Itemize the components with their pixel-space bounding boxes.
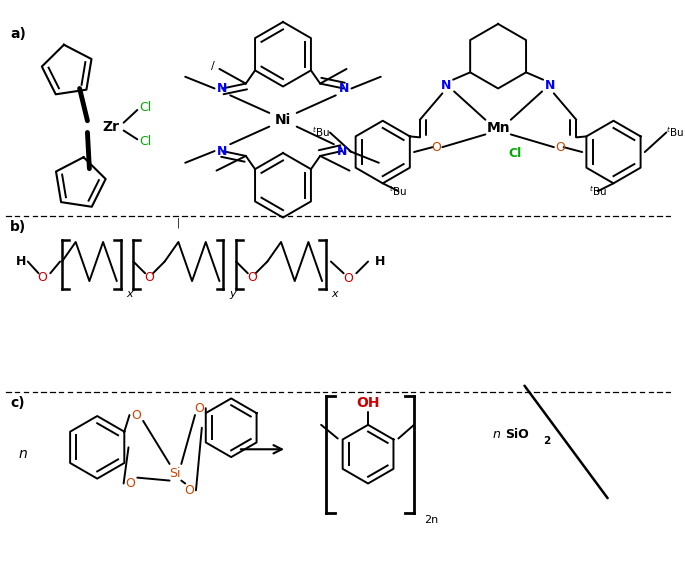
Text: $^{t}$Bu: $^{t}$Bu (312, 126, 330, 139)
Text: N: N (338, 82, 349, 95)
Text: $^{t}$Bu: $^{t}$Bu (589, 184, 607, 198)
Text: x: x (332, 289, 338, 299)
Text: Cl: Cl (139, 100, 151, 114)
Text: Si: Si (169, 467, 180, 480)
Text: c): c) (10, 396, 25, 411)
Text: H: H (375, 255, 385, 268)
Text: |: | (177, 217, 180, 228)
Text: 2n: 2n (424, 514, 438, 525)
Text: N: N (217, 82, 227, 95)
Text: O: O (38, 271, 47, 284)
Text: O: O (184, 484, 194, 497)
Text: N: N (545, 79, 555, 92)
Text: O: O (194, 402, 204, 415)
Text: O: O (144, 271, 154, 284)
Text: /: / (211, 61, 214, 71)
Text: x: x (126, 289, 133, 299)
Text: Cl: Cl (508, 147, 521, 160)
Text: n: n (18, 447, 27, 461)
Text: O: O (247, 271, 257, 284)
Text: Cl: Cl (139, 135, 151, 148)
Text: a): a) (10, 27, 26, 41)
Text: n: n (493, 428, 505, 441)
Text: O: O (132, 409, 141, 421)
Text: OH: OH (356, 396, 379, 411)
Text: N: N (441, 79, 451, 92)
Text: Zr: Zr (102, 119, 119, 134)
Text: H: H (16, 255, 26, 268)
Text: SiO: SiO (505, 428, 529, 441)
Text: O: O (432, 140, 441, 154)
Text: $^{t}$Bu: $^{t}$Bu (389, 184, 408, 198)
Text: b): b) (10, 220, 27, 235)
Text: O: O (344, 272, 353, 285)
Text: Ni: Ni (275, 112, 291, 127)
Text: 2: 2 (543, 436, 550, 447)
Text: O: O (125, 477, 136, 490)
Text: y: y (229, 289, 236, 299)
Text: O: O (555, 140, 564, 154)
Text: $^{t}$Bu: $^{t}$Bu (667, 126, 684, 139)
Text: N: N (217, 144, 227, 158)
Text: N: N (336, 144, 347, 158)
Text: Mn: Mn (486, 120, 510, 135)
